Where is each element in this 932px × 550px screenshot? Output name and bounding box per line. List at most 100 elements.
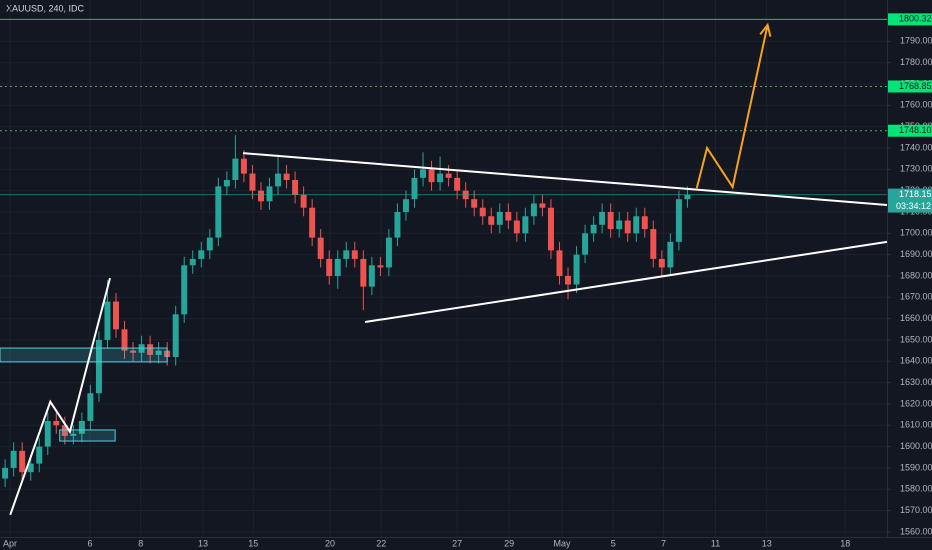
candle-body bbox=[2, 467, 9, 479]
zone bbox=[59, 429, 116, 442]
x-tick-label: 6 bbox=[87, 538, 92, 548]
candle-body bbox=[488, 216, 495, 225]
candle-body bbox=[189, 258, 196, 266]
chart-title: XAUUSD, 240, IDC bbox=[6, 3, 85, 13]
candle-body bbox=[420, 169, 427, 178]
candle-body bbox=[121, 329, 128, 351]
candle-body bbox=[275, 173, 282, 187]
y-tick-label: 1670.00 bbox=[900, 292, 932, 302]
candle-body bbox=[351, 250, 358, 259]
x-tick-label: May bbox=[554, 538, 572, 548]
candle-body bbox=[428, 169, 435, 183]
candle-body bbox=[496, 211, 503, 225]
candle-body bbox=[573, 254, 580, 285]
candle-body bbox=[650, 229, 657, 259]
level-label-box bbox=[888, 13, 932, 26]
candle-body bbox=[10, 450, 17, 468]
level-label-box bbox=[888, 80, 932, 93]
y-tick-label: 1590.00 bbox=[900, 462, 932, 472]
candle-body bbox=[556, 250, 563, 276]
y-tick-label: 1560.00 bbox=[900, 526, 932, 536]
candle-body bbox=[633, 216, 640, 234]
candle-body bbox=[513, 220, 520, 234]
x-tick-label: 5 bbox=[611, 538, 616, 548]
candle-body bbox=[113, 301, 119, 330]
candle-body bbox=[343, 250, 350, 259]
drawing-line bbox=[9, 277, 111, 516]
x-tick-label: 13 bbox=[198, 538, 208, 548]
candle-body bbox=[27, 463, 34, 473]
y-tick-label: 1580.00 bbox=[900, 484, 932, 494]
candle-body bbox=[300, 194, 307, 208]
candle-body bbox=[147, 344, 154, 355]
candle-body bbox=[675, 199, 682, 242]
candle-body bbox=[172, 314, 179, 358]
candle-body bbox=[95, 339, 102, 394]
x-tick-label: 18 bbox=[840, 538, 850, 548]
candle-body bbox=[624, 220, 631, 234]
candle-body bbox=[616, 220, 623, 230]
drawing-line bbox=[242, 152, 888, 206]
candle-body bbox=[385, 237, 392, 268]
x-tick-label: 20 bbox=[325, 538, 335, 548]
candle-body bbox=[87, 393, 94, 421]
y-tick-label: 1660.00 bbox=[900, 313, 932, 323]
y-tick-label: 1760.00 bbox=[900, 100, 932, 110]
level-label: 1748.10 bbox=[899, 125, 932, 135]
y-tick-label: 1700.00 bbox=[900, 228, 932, 238]
candle-body bbox=[223, 179, 230, 187]
last-price-box bbox=[888, 188, 932, 213]
candle-body bbox=[437, 173, 444, 183]
drawing-line bbox=[695, 24, 769, 190]
candle-body bbox=[530, 203, 537, 217]
y-tick-label: 1640.00 bbox=[900, 356, 932, 366]
candle-body bbox=[240, 158, 247, 174]
candle-body bbox=[368, 265, 375, 287]
candle-body bbox=[317, 237, 324, 259]
candle-body bbox=[454, 177, 461, 191]
candle-body bbox=[61, 425, 68, 436]
x-tick-label: 27 bbox=[452, 538, 462, 548]
candle-body bbox=[257, 190, 264, 202]
candle-body bbox=[283, 173, 290, 180]
candle-body bbox=[658, 258, 665, 268]
y-tick-label: 1610.00 bbox=[900, 420, 932, 430]
candle-body bbox=[36, 446, 43, 464]
candle-body bbox=[607, 211, 614, 230]
y-tick-label: 1570.00 bbox=[900, 505, 932, 515]
y-tick-label: 1680.00 bbox=[900, 270, 932, 280]
candle-body bbox=[130, 350, 137, 353]
candle-body bbox=[479, 207, 486, 217]
y-tick-label: 1630.00 bbox=[900, 377, 932, 387]
candle-body bbox=[547, 207, 554, 251]
candle-body bbox=[44, 420, 51, 447]
countdown: 03:34:12 bbox=[896, 201, 931, 211]
y-tick-label: 1600.00 bbox=[900, 441, 932, 451]
candle-body bbox=[232, 158, 239, 180]
candle-body bbox=[309, 207, 316, 238]
x-tick-label: 7 bbox=[661, 538, 666, 548]
last-price-label: 1718.15 bbox=[899, 189, 932, 199]
candle-body bbox=[377, 265, 384, 268]
candle-body bbox=[249, 173, 256, 191]
candle-body bbox=[402, 199, 409, 212]
candle-body bbox=[266, 186, 273, 202]
candle-body bbox=[445, 173, 452, 178]
candle-body bbox=[198, 250, 205, 259]
candle-body bbox=[590, 224, 597, 234]
y-tick-label: 1650.00 bbox=[900, 334, 932, 344]
x-tick-label: 22 bbox=[376, 538, 386, 548]
candle-body bbox=[215, 186, 222, 238]
arrow-head bbox=[759, 22, 772, 37]
candle-body bbox=[582, 233, 589, 255]
candle-body bbox=[641, 216, 648, 230]
zone bbox=[0, 347, 168, 363]
candle-body bbox=[360, 258, 367, 287]
candle-body bbox=[505, 211, 512, 221]
candle-body bbox=[522, 216, 529, 234]
candle-body bbox=[155, 350, 162, 355]
candle-body bbox=[471, 199, 478, 208]
x-tick-label: Apr bbox=[3, 538, 17, 548]
candle-body bbox=[326, 258, 333, 276]
